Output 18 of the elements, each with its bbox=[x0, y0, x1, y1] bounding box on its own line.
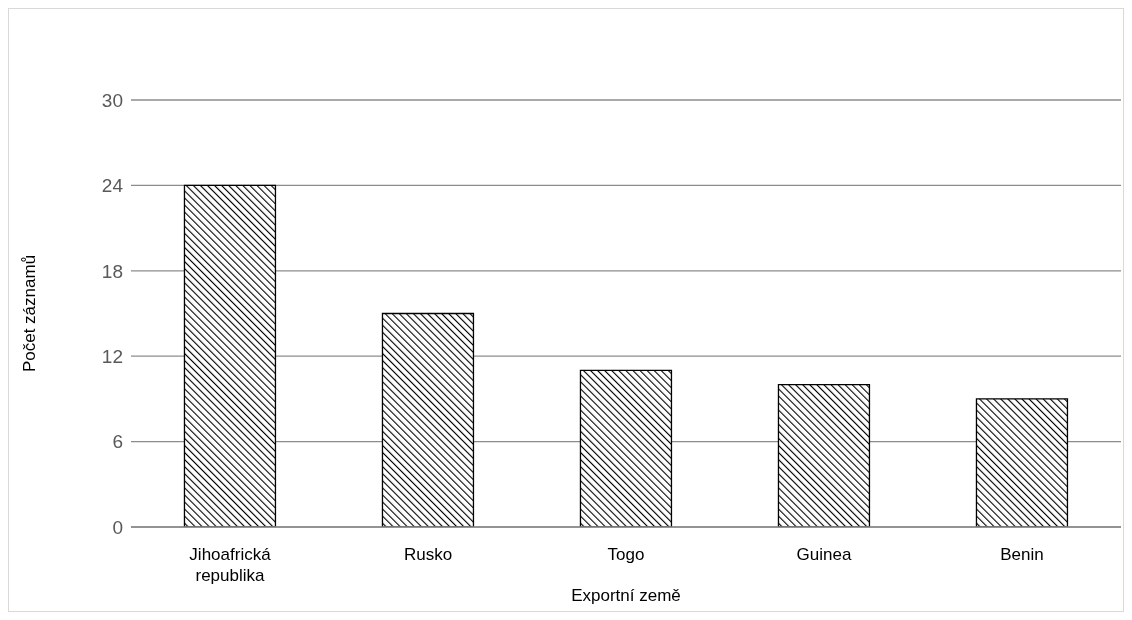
x-tick-label: Jihoafrická republika bbox=[189, 545, 272, 586]
y-tick-label: 18 bbox=[101, 260, 123, 282]
y-tick-label: 6 bbox=[112, 431, 123, 453]
bar bbox=[381, 312, 475, 527]
bar bbox=[579, 369, 673, 527]
y-axis-title: Počet záznamů bbox=[20, 254, 40, 373]
x-tick-label: Rusko bbox=[403, 545, 453, 564]
x-tick-label: Togo bbox=[607, 545, 645, 564]
bar bbox=[777, 384, 871, 527]
y-tick-label: 12 bbox=[101, 345, 123, 367]
y-tick-label: 30 bbox=[101, 89, 123, 111]
y-tick-label: 24 bbox=[101, 175, 124, 197]
y-tick-label: 0 bbox=[112, 516, 123, 538]
bar bbox=[183, 184, 277, 527]
x-axis-title: Exportní země bbox=[571, 586, 681, 605]
x-tick-label: Guinea bbox=[796, 545, 852, 564]
x-tick-label: Benin bbox=[1000, 545, 1044, 564]
bar bbox=[975, 398, 1069, 527]
